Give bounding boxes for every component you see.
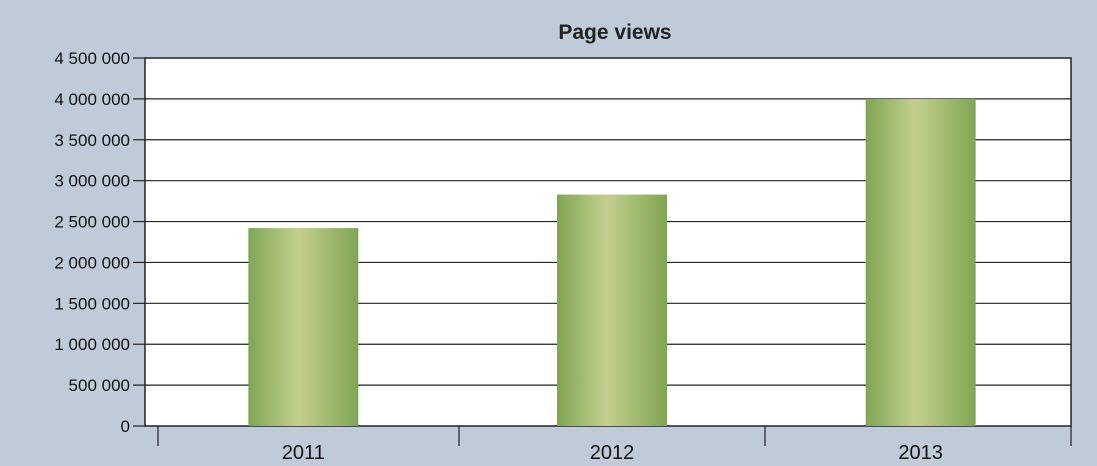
bar-2012 xyxy=(557,194,667,426)
x-axis: 2011 2012 2013 xyxy=(157,426,1072,464)
y-tick-label: 4 500 000 xyxy=(54,49,130,68)
y-tick-label: 3 500 000 xyxy=(54,131,130,150)
x-tick-label: 2012 xyxy=(590,442,635,464)
bar-2011 xyxy=(248,228,359,426)
y-tick-label: 2 500 000 xyxy=(54,213,130,232)
y-tick-label: 4 000 000 xyxy=(54,90,130,109)
y-tick-label: 500 000 xyxy=(69,376,130,395)
y-axis: 0 500 000 1 000 000 1 500 000 2 000 000 2 500… xyxy=(54,49,145,436)
x-tick-label: 2013 xyxy=(898,442,943,464)
y-tick-label: 0 xyxy=(121,417,130,436)
x-tick-label: 2011 xyxy=(282,442,325,464)
chart-title: Page views xyxy=(558,21,671,44)
bars xyxy=(248,98,976,426)
y-tick-label: 1 500 000 xyxy=(54,294,130,313)
y-tick-label: 1 000 000 xyxy=(54,335,130,354)
y-tick-label: 2 000 000 xyxy=(54,253,130,272)
bar-2013 xyxy=(865,98,976,426)
y-tick-label: 3 000 000 xyxy=(54,172,130,191)
